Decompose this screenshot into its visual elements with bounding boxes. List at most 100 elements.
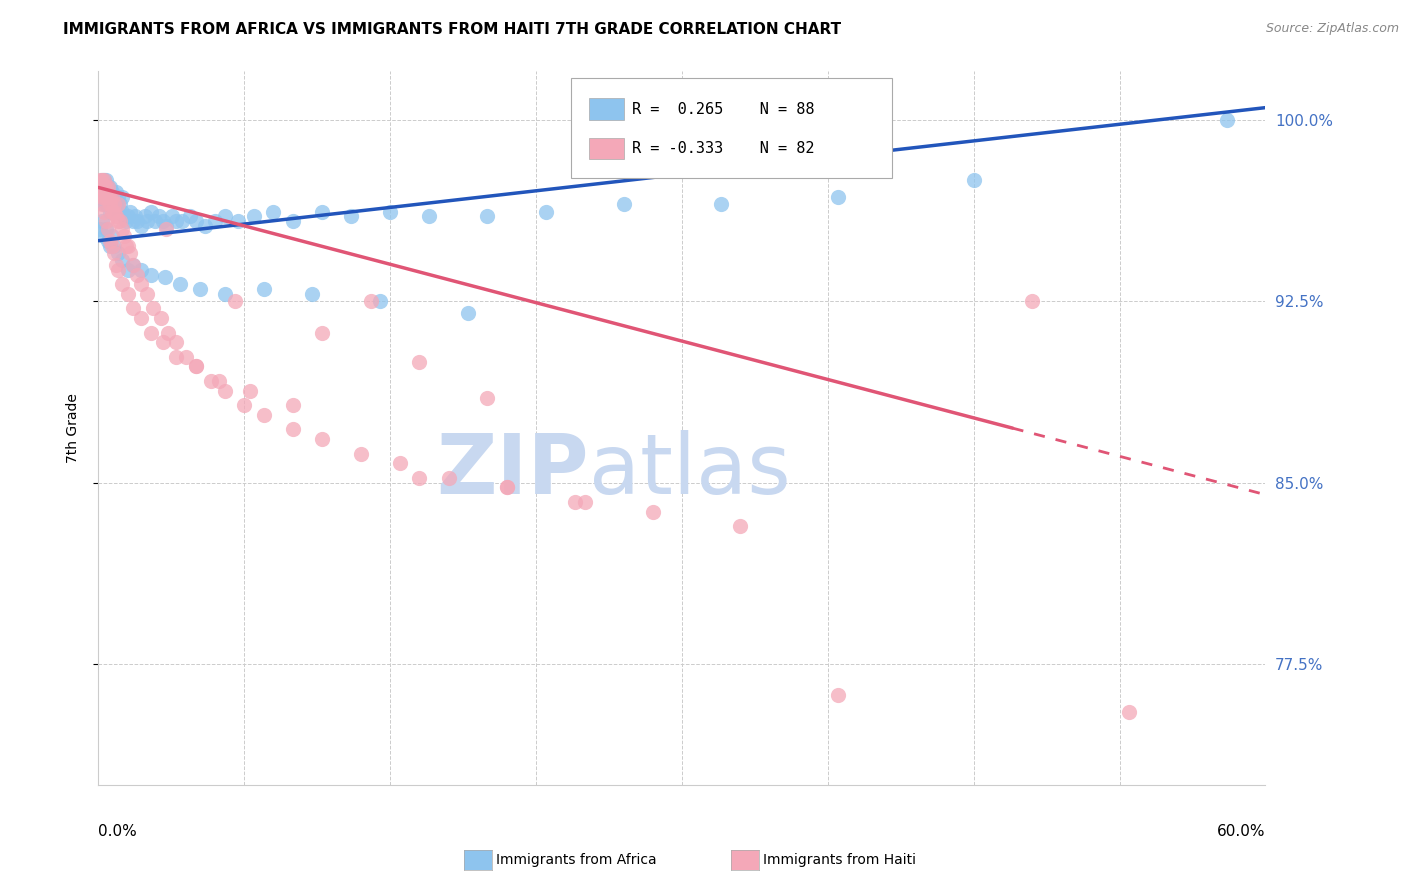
Point <box>118 204 141 219</box>
Point <box>96 197 118 211</box>
Point <box>103 245 125 260</box>
Point <box>136 214 159 228</box>
Point <box>107 214 129 228</box>
Point <box>239 384 262 398</box>
Point <box>112 210 135 224</box>
Point <box>281 398 304 412</box>
Point <box>208 374 231 388</box>
Point <box>262 204 284 219</box>
Point <box>96 180 118 194</box>
Text: 60.0%: 60.0% <box>1218 824 1265 839</box>
Point <box>91 186 114 200</box>
Point <box>378 204 402 219</box>
Point <box>408 471 430 485</box>
Point <box>184 359 207 374</box>
Point <box>408 354 430 368</box>
Point <box>96 190 118 204</box>
Point <box>104 258 127 272</box>
Point <box>111 253 134 268</box>
Point <box>124 210 146 224</box>
Point <box>93 190 115 204</box>
Point <box>179 210 201 224</box>
Point <box>97 234 120 248</box>
Point <box>118 245 141 260</box>
Point <box>200 374 222 388</box>
Point <box>233 398 256 412</box>
Point <box>129 311 152 326</box>
Point <box>96 173 118 187</box>
Point <box>91 190 114 204</box>
Point <box>122 258 145 272</box>
Point <box>112 228 135 243</box>
Point <box>184 214 207 228</box>
Point <box>730 519 752 533</box>
Point <box>108 197 131 211</box>
Point <box>93 180 115 194</box>
Point <box>174 350 197 364</box>
Text: R =  0.265    N = 88: R = 0.265 N = 88 <box>631 102 814 117</box>
Point <box>103 204 125 219</box>
Point <box>96 221 118 235</box>
Point <box>129 262 152 277</box>
Point <box>457 306 479 320</box>
Point <box>710 197 733 211</box>
Point <box>204 214 226 228</box>
Point <box>93 204 115 219</box>
Point <box>93 228 115 243</box>
Point <box>111 221 134 235</box>
Point <box>89 221 111 235</box>
Point <box>89 180 111 194</box>
Point <box>91 180 114 194</box>
Point <box>301 286 323 301</box>
Point <box>93 180 115 194</box>
Point <box>152 335 174 350</box>
Point <box>96 186 118 200</box>
Point <box>117 238 139 252</box>
Point <box>104 186 127 200</box>
Point <box>114 214 136 228</box>
Point <box>97 221 120 235</box>
Point <box>143 214 166 228</box>
FancyBboxPatch shape <box>571 78 891 178</box>
Point <box>162 210 184 224</box>
Point <box>962 173 984 187</box>
Point <box>98 204 121 219</box>
Point <box>97 190 120 204</box>
Text: Immigrants from Haiti: Immigrants from Haiti <box>763 853 917 867</box>
Text: ZIP: ZIP <box>436 431 589 511</box>
Point <box>311 204 333 219</box>
Point <box>98 238 121 252</box>
Point <box>107 245 129 260</box>
Point <box>360 294 382 309</box>
Point <box>89 190 111 204</box>
Point <box>253 408 276 422</box>
Point <box>253 282 276 296</box>
Point <box>93 173 115 187</box>
Point <box>98 197 121 211</box>
Point <box>101 197 124 211</box>
Point <box>89 180 111 194</box>
Point <box>97 180 120 194</box>
Point <box>228 214 250 228</box>
Point <box>103 197 125 211</box>
Point <box>98 234 121 248</box>
Point <box>641 505 664 519</box>
Point <box>194 219 217 234</box>
Point <box>122 301 145 316</box>
Point <box>96 214 118 228</box>
Point <box>188 282 211 296</box>
Point <box>243 210 266 224</box>
Point <box>152 214 174 228</box>
Point <box>91 197 114 211</box>
Point <box>104 197 127 211</box>
Y-axis label: 7th Grade: 7th Grade <box>66 393 80 463</box>
Point <box>157 326 180 340</box>
Point <box>388 456 411 470</box>
Point <box>111 204 134 219</box>
Point <box>1215 112 1237 127</box>
Text: atlas: atlas <box>589 431 790 511</box>
Point <box>98 180 121 194</box>
Point <box>101 228 124 243</box>
Point <box>107 204 129 219</box>
Point <box>97 190 120 204</box>
